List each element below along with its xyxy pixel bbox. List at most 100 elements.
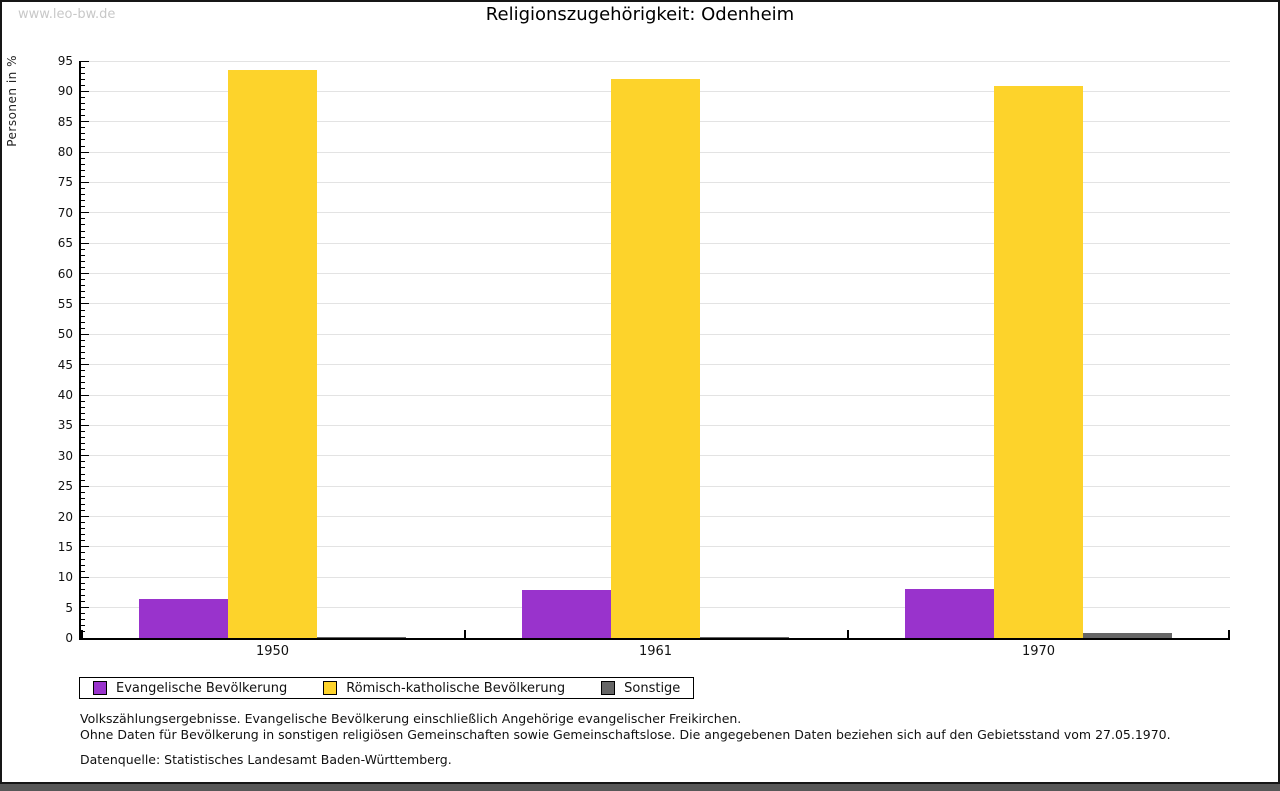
y-axis-minor-tick [81, 200, 85, 202]
y-axis-minor-tick [81, 248, 85, 250]
x-category-label: 1970 [1021, 644, 1056, 659]
y-axis-minor-tick [81, 169, 85, 171]
bar [905, 589, 994, 638]
y-axis-minor-tick [81, 66, 85, 68]
y-axis-tick-label: 65 [57, 236, 73, 251]
y-axis-minor-tick [81, 631, 85, 633]
y-axis-minor-tick [81, 406, 85, 408]
x-category-label: 1950 [255, 644, 290, 659]
footer-line-2: Ohne Daten für Bevölkerung in sonstigen … [80, 726, 1171, 742]
y-axis-minor-tick [81, 352, 85, 354]
y-axis-minor-tick [81, 267, 85, 268]
y-axis-tick-label: 95 [57, 54, 73, 68]
y-axis-minor-tick [81, 236, 85, 238]
y-axis-minor-tick [81, 418, 85, 420]
y-axis-minor-tick [81, 412, 85, 414]
legend-label: Evangelische Bevölkerung [116, 680, 288, 696]
y-axis-minor-tick [81, 601, 85, 603]
y-axis-minor-tick [81, 613, 85, 615]
legend-item: Römisch-katholische Bevölkerung [323, 681, 565, 696]
y-axis-minor-tick [81, 291, 85, 293]
y-axis-minor-tick [81, 382, 85, 384]
bar [522, 590, 611, 638]
y-axis-minor-tick [81, 260, 85, 262]
bar [317, 637, 406, 638]
y-axis-minor-tick [81, 285, 85, 287]
y-axis-minor-tick [81, 279, 85, 281]
y-axis-tick-label: 40 [57, 388, 73, 403]
y-axis-tick-label: 85 [57, 114, 73, 129]
y-axis-tick-label: 10 [57, 570, 73, 585]
y-axis-minor-tick [81, 327, 85, 329]
y-axis-major-tick [81, 546, 89, 548]
x-axis-tick [847, 630, 849, 638]
y-axis-minor-tick [81, 540, 85, 542]
y-axis-minor-tick [81, 358, 85, 360]
y-axis-minor-tick [81, 109, 85, 111]
legend: Evangelische Bevölkerung Römisch-katholis… [79, 677, 695, 699]
y-axis-minor-tick [81, 430, 85, 432]
y-axis-major-tick [81, 212, 89, 214]
y-axis-minor-tick [81, 103, 85, 105]
y-axis-minor-tick [81, 400, 85, 402]
y-axis-major-tick [81, 516, 89, 518]
y-axis-tick-label: 0 [65, 631, 73, 645]
y-axis-minor-tick [81, 139, 85, 141]
y-axis-minor-tick [81, 619, 85, 621]
y-axis-minor-tick [81, 133, 85, 135]
y-axis-minor-tick [81, 473, 85, 475]
y-axis-minor-tick [81, 96, 85, 98]
bar [139, 599, 228, 638]
bar [1083, 633, 1172, 638]
y-axis-major-tick [81, 576, 89, 578]
y-axis-minor-tick [81, 570, 85, 572]
x-axis-tick [1228, 630, 1230, 638]
y-axis-major-tick [81, 60, 89, 62]
y-axis-major-tick [81, 90, 89, 92]
y-axis-minor-tick [81, 497, 85, 499]
gridline [81, 60, 1230, 62]
y-axis-tick-label: 5 [65, 600, 73, 615]
y-axis-minor-tick [81, 522, 85, 524]
y-axis-tick-label: 50 [57, 327, 73, 342]
y-axis-major-tick [81, 273, 89, 275]
y-axis-major-tick [81, 121, 89, 123]
y-axis-tick-label: 30 [57, 448, 73, 463]
y-axis-tick-label: 15 [57, 539, 73, 554]
x-category-label: 1961 [638, 644, 673, 659]
y-axis-minor-tick [81, 254, 85, 256]
x-axis-tick [81, 630, 83, 638]
y-axis-tick-label: 20 [57, 509, 73, 524]
y-axis-minor-tick [81, 564, 85, 566]
y-axis-minor-tick [81, 479, 85, 481]
y-axis-minor-tick [81, 582, 85, 584]
y-axis-minor-tick [81, 461, 85, 463]
y-axis-major-tick [81, 181, 89, 183]
y-axis-major-tick [81, 303, 89, 305]
y-axis-minor-tick [81, 84, 85, 86]
y-axis-tick-label: 60 [57, 266, 73, 281]
y-axis-minor-tick [81, 558, 85, 560]
footer-notes: Volkszählungsergebnisse. Evangelische Be… [80, 711, 1171, 768]
y-axis-minor-tick [81, 437, 85, 439]
legend-item: Sonstige [601, 681, 680, 696]
y-axis-major-tick [81, 607, 89, 609]
bottom-window-edge [0, 784, 1280, 791]
y-axis-minor-tick [81, 534, 85, 536]
y-axis-minor-tick [81, 509, 85, 511]
y-axis-minor-tick [81, 145, 85, 147]
y-axis-minor-tick [81, 297, 85, 299]
page-title: Religionszugehörigkeit: Odenheim [485, 4, 795, 25]
legend-label: Sonstige [624, 680, 681, 696]
y-axis-label: Personen in % [5, 55, 19, 147]
y-axis-minor-tick [81, 588, 85, 590]
y-axis-major-tick [81, 424, 89, 426]
y-axis-minor-tick [81, 528, 85, 530]
y-axis-minor-tick [81, 194, 85, 196]
y-axis-minor-tick [81, 127, 85, 129]
y-axis-major-tick [81, 151, 89, 153]
bar [994, 86, 1083, 638]
y-axis-minor-tick [81, 339, 85, 341]
y-axis-major-tick [81, 394, 89, 396]
plot-area: 0 5 10 15 20 25 30 35 40 45 50 55 60 65 70 75 80 85 90 95 19… [58, 54, 1230, 659]
